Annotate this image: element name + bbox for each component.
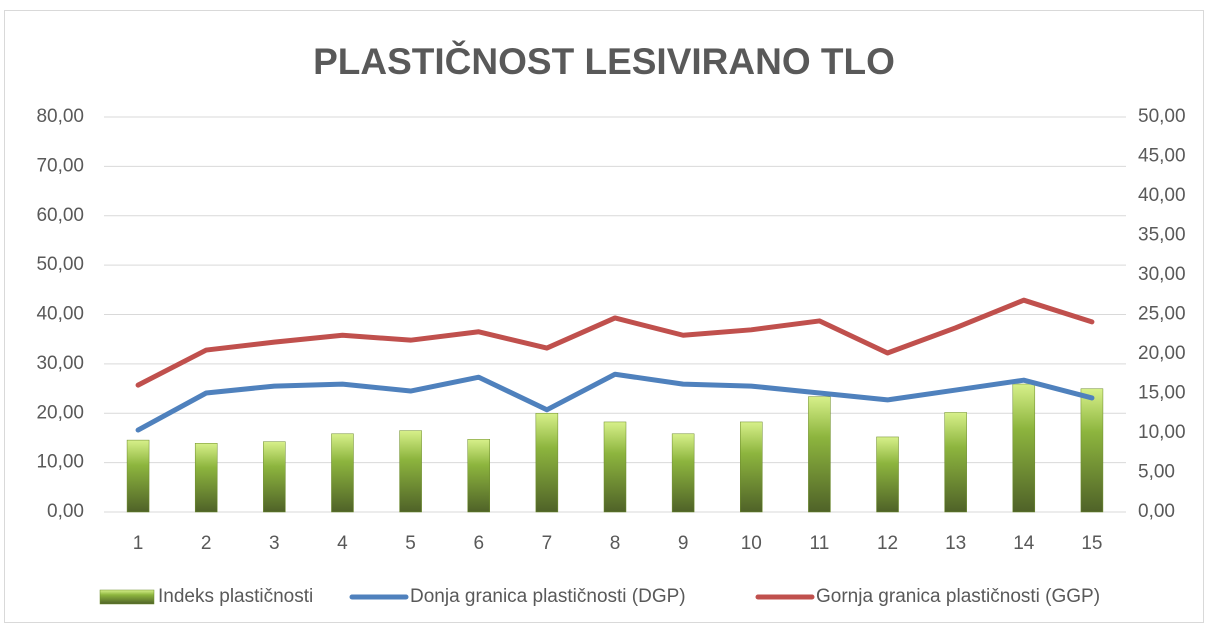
x-tick-label: 4 <box>337 533 348 554</box>
x-tick-label: 14 <box>1013 533 1035 554</box>
bar <box>399 430 422 513</box>
x-tick-label: 9 <box>678 533 689 554</box>
y2-tick-label: 0,00 <box>1138 501 1175 522</box>
x-tick-label: 6 <box>473 533 484 554</box>
chart-border <box>4 10 1204 623</box>
bar <box>740 421 763 513</box>
legend-label: Donja granica plastičnosti (DGP) <box>410 586 686 607</box>
line-series <box>135 371 1095 433</box>
bar <box>603 421 627 513</box>
y-tick-label: 30,00 <box>36 353 84 374</box>
y2-tick-label: 30,00 <box>1138 264 1186 285</box>
x-tick-label: 5 <box>405 533 416 554</box>
y2-tick-label: 25,00 <box>1138 304 1186 325</box>
y-tick-label: 70,00 <box>36 155 84 176</box>
bar <box>1012 383 1036 513</box>
bar <box>671 433 695 513</box>
y2-tick-label: 40,00 <box>1138 185 1186 206</box>
y-tick-label: 60,00 <box>36 205 84 226</box>
y2-tick-label: 5,00 <box>1138 462 1175 483</box>
bar <box>535 413 559 513</box>
y-tick-label: 40,00 <box>36 304 84 325</box>
y2-tick-label: 10,00 <box>1138 422 1186 443</box>
y2-tick-label: 20,00 <box>1138 343 1186 364</box>
bar <box>876 436 899 513</box>
x-tick-label: 12 <box>877 533 898 554</box>
y2-tick-label: 45,00 <box>1138 146 1186 167</box>
x-tick-label: 1 <box>133 533 144 554</box>
x-tick-label: 3 <box>269 533 280 554</box>
y-tick-label: 80,00 <box>36 106 84 127</box>
x-tick-label: 2 <box>201 533 212 554</box>
bar <box>808 396 831 513</box>
x-tick-label: 8 <box>610 533 621 554</box>
legend-swatch <box>99 589 155 605</box>
y-tick-label: 20,00 <box>36 402 84 423</box>
chart-title: PLASTIČNOST LESIVIRANO TLO <box>313 40 895 82</box>
bar <box>467 439 490 513</box>
bar <box>944 412 967 513</box>
y2-tick-label: 50,00 <box>1138 106 1186 127</box>
bar <box>126 439 150 513</box>
y2-tick-label: 35,00 <box>1138 225 1186 246</box>
y-tick-label: 50,00 <box>36 254 84 275</box>
x-tick-label: 7 <box>542 533 553 554</box>
x-tick-label: 15 <box>1081 533 1102 554</box>
x-tick-label: 13 <box>945 533 966 554</box>
y-tick-label: 0,00 <box>47 501 84 522</box>
y-tick-label: 10,00 <box>36 452 84 473</box>
bar <box>263 441 286 513</box>
y2-tick-label: 15,00 <box>1138 383 1186 404</box>
legend-label: Indeks plastičnosti <box>158 586 313 607</box>
bar <box>331 433 354 513</box>
bar <box>1080 388 1104 513</box>
bar <box>194 443 218 513</box>
x-tick-label: 11 <box>810 533 830 554</box>
x-tick-label: 10 <box>741 533 762 554</box>
line-series <box>135 297 1095 388</box>
legend-label: Gornja granica plastičnosti (GGP) <box>816 586 1100 607</box>
